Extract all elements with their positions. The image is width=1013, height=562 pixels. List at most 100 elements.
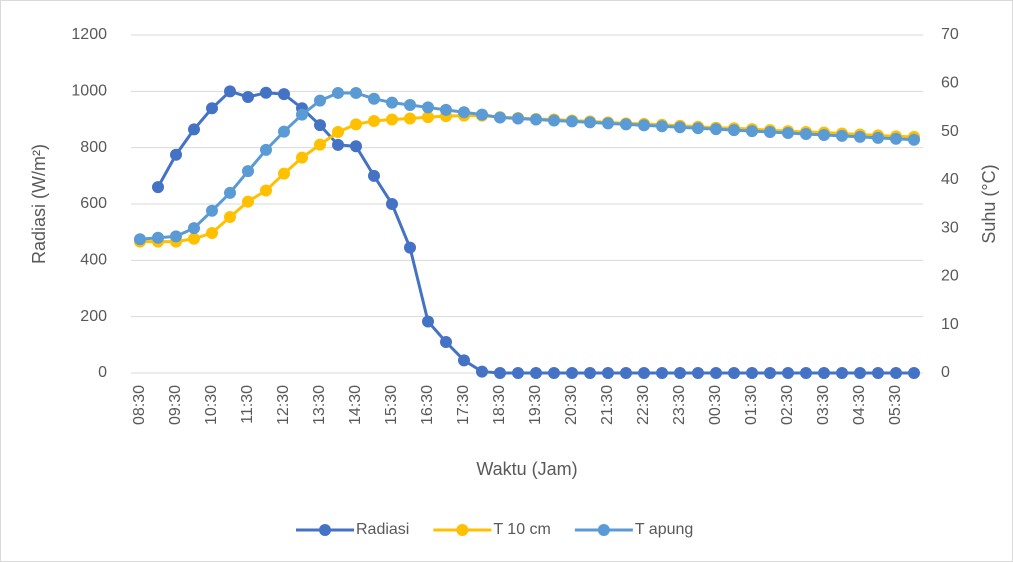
data-point	[206, 204, 218, 217]
y-tick-label: 200	[80, 308, 107, 325]
data-point	[170, 148, 182, 161]
data-point	[332, 86, 344, 99]
data-point	[800, 127, 812, 140]
data-point	[404, 99, 416, 112]
data-point	[152, 181, 164, 194]
data-point	[908, 133, 920, 146]
y2-tick-label: 50	[941, 123, 959, 140]
data-point	[674, 121, 686, 134]
legend-marker	[319, 524, 331, 536]
data-point	[386, 198, 398, 210]
data-point	[440, 103, 452, 116]
data-point	[350, 140, 362, 153]
data-point	[386, 113, 398, 126]
data-point	[710, 123, 722, 136]
y2-tick-label: 0	[941, 364, 950, 381]
data-point	[692, 367, 704, 379]
y2-tick-label: 10	[941, 316, 959, 333]
legend-marker	[456, 524, 469, 536]
x-tick-label: 09:30	[167, 385, 184, 425]
data-point	[656, 120, 668, 133]
data-point	[890, 132, 902, 145]
data-point	[674, 367, 686, 379]
data-point	[152, 231, 164, 244]
data-point	[728, 124, 740, 137]
data-point	[206, 102, 218, 115]
data-point	[494, 367, 506, 379]
data-point	[296, 151, 308, 164]
data-point	[314, 138, 326, 151]
data-point	[836, 367, 848, 379]
data-point	[548, 114, 560, 127]
y2-tick-label: 30	[941, 219, 959, 236]
x-tick-label: 16:30	[419, 385, 436, 425]
y-tick-label: 0	[98, 364, 107, 381]
data-point	[854, 367, 866, 379]
data-point	[692, 122, 704, 135]
data-point	[620, 367, 632, 379]
data-point	[476, 108, 488, 121]
data-point	[548, 367, 560, 379]
data-point	[224, 186, 236, 199]
legend-marker	[597, 524, 610, 536]
legend-label: Radiasi	[356, 521, 409, 538]
y-axis-title: Radiasi (W/m²)	[29, 144, 49, 264]
data-point	[872, 367, 884, 379]
y2-tick-label: 40	[941, 171, 959, 188]
data-point	[422, 111, 434, 124]
data-point	[332, 126, 344, 139]
data-point	[584, 367, 596, 379]
x-tick-label: 21:30	[599, 385, 616, 425]
y2-tick-label: 60	[941, 75, 959, 92]
data-point	[908, 367, 920, 379]
data-point	[350, 118, 362, 131]
legend-label: T 10 cm	[493, 521, 551, 538]
y-tick-label: 800	[80, 139, 107, 156]
data-point	[602, 367, 614, 379]
y-tick-label: 400	[80, 252, 107, 269]
data-point	[602, 117, 614, 130]
x-tick-label: 02:30	[779, 385, 796, 425]
data-point	[422, 315, 434, 328]
data-point	[242, 165, 254, 178]
data-point	[728, 367, 740, 379]
data-point	[260, 86, 272, 99]
x-axis-title: Waktu (Jam)	[476, 459, 577, 479]
data-point	[584, 116, 596, 129]
x-tick-label: 18:30	[491, 385, 508, 425]
data-point	[818, 367, 830, 379]
data-point	[206, 226, 218, 239]
data-point	[530, 113, 542, 126]
data-point	[386, 96, 398, 109]
y-tick-label: 1200	[71, 26, 107, 43]
data-point	[242, 195, 254, 208]
data-point	[314, 119, 326, 132]
x-tick-label: 00:30	[707, 385, 724, 425]
data-point	[368, 92, 380, 105]
data-point	[458, 354, 470, 367]
data-point	[638, 119, 650, 132]
data-point	[332, 138, 344, 151]
data-point	[350, 86, 362, 99]
x-tick-label: 08:30	[131, 385, 148, 425]
legend-label: T apung	[635, 521, 693, 538]
data-point	[710, 367, 722, 379]
data-point	[188, 222, 200, 235]
data-point	[782, 367, 794, 379]
x-tick-label: 10:30	[203, 385, 220, 425]
data-point	[404, 241, 416, 254]
y2-tick-label: 20	[941, 268, 959, 285]
data-point	[278, 167, 290, 180]
data-point	[566, 115, 578, 128]
x-tick-label: 17:30	[455, 385, 472, 425]
x-tick-label: 19:30	[527, 385, 544, 425]
data-point	[278, 88, 290, 101]
data-point	[242, 90, 254, 103]
data-point	[404, 112, 416, 125]
data-point	[224, 211, 236, 224]
data-point	[296, 108, 308, 121]
x-tick-label: 12:30	[275, 385, 292, 425]
data-point	[260, 184, 272, 197]
data-point	[890, 367, 902, 379]
